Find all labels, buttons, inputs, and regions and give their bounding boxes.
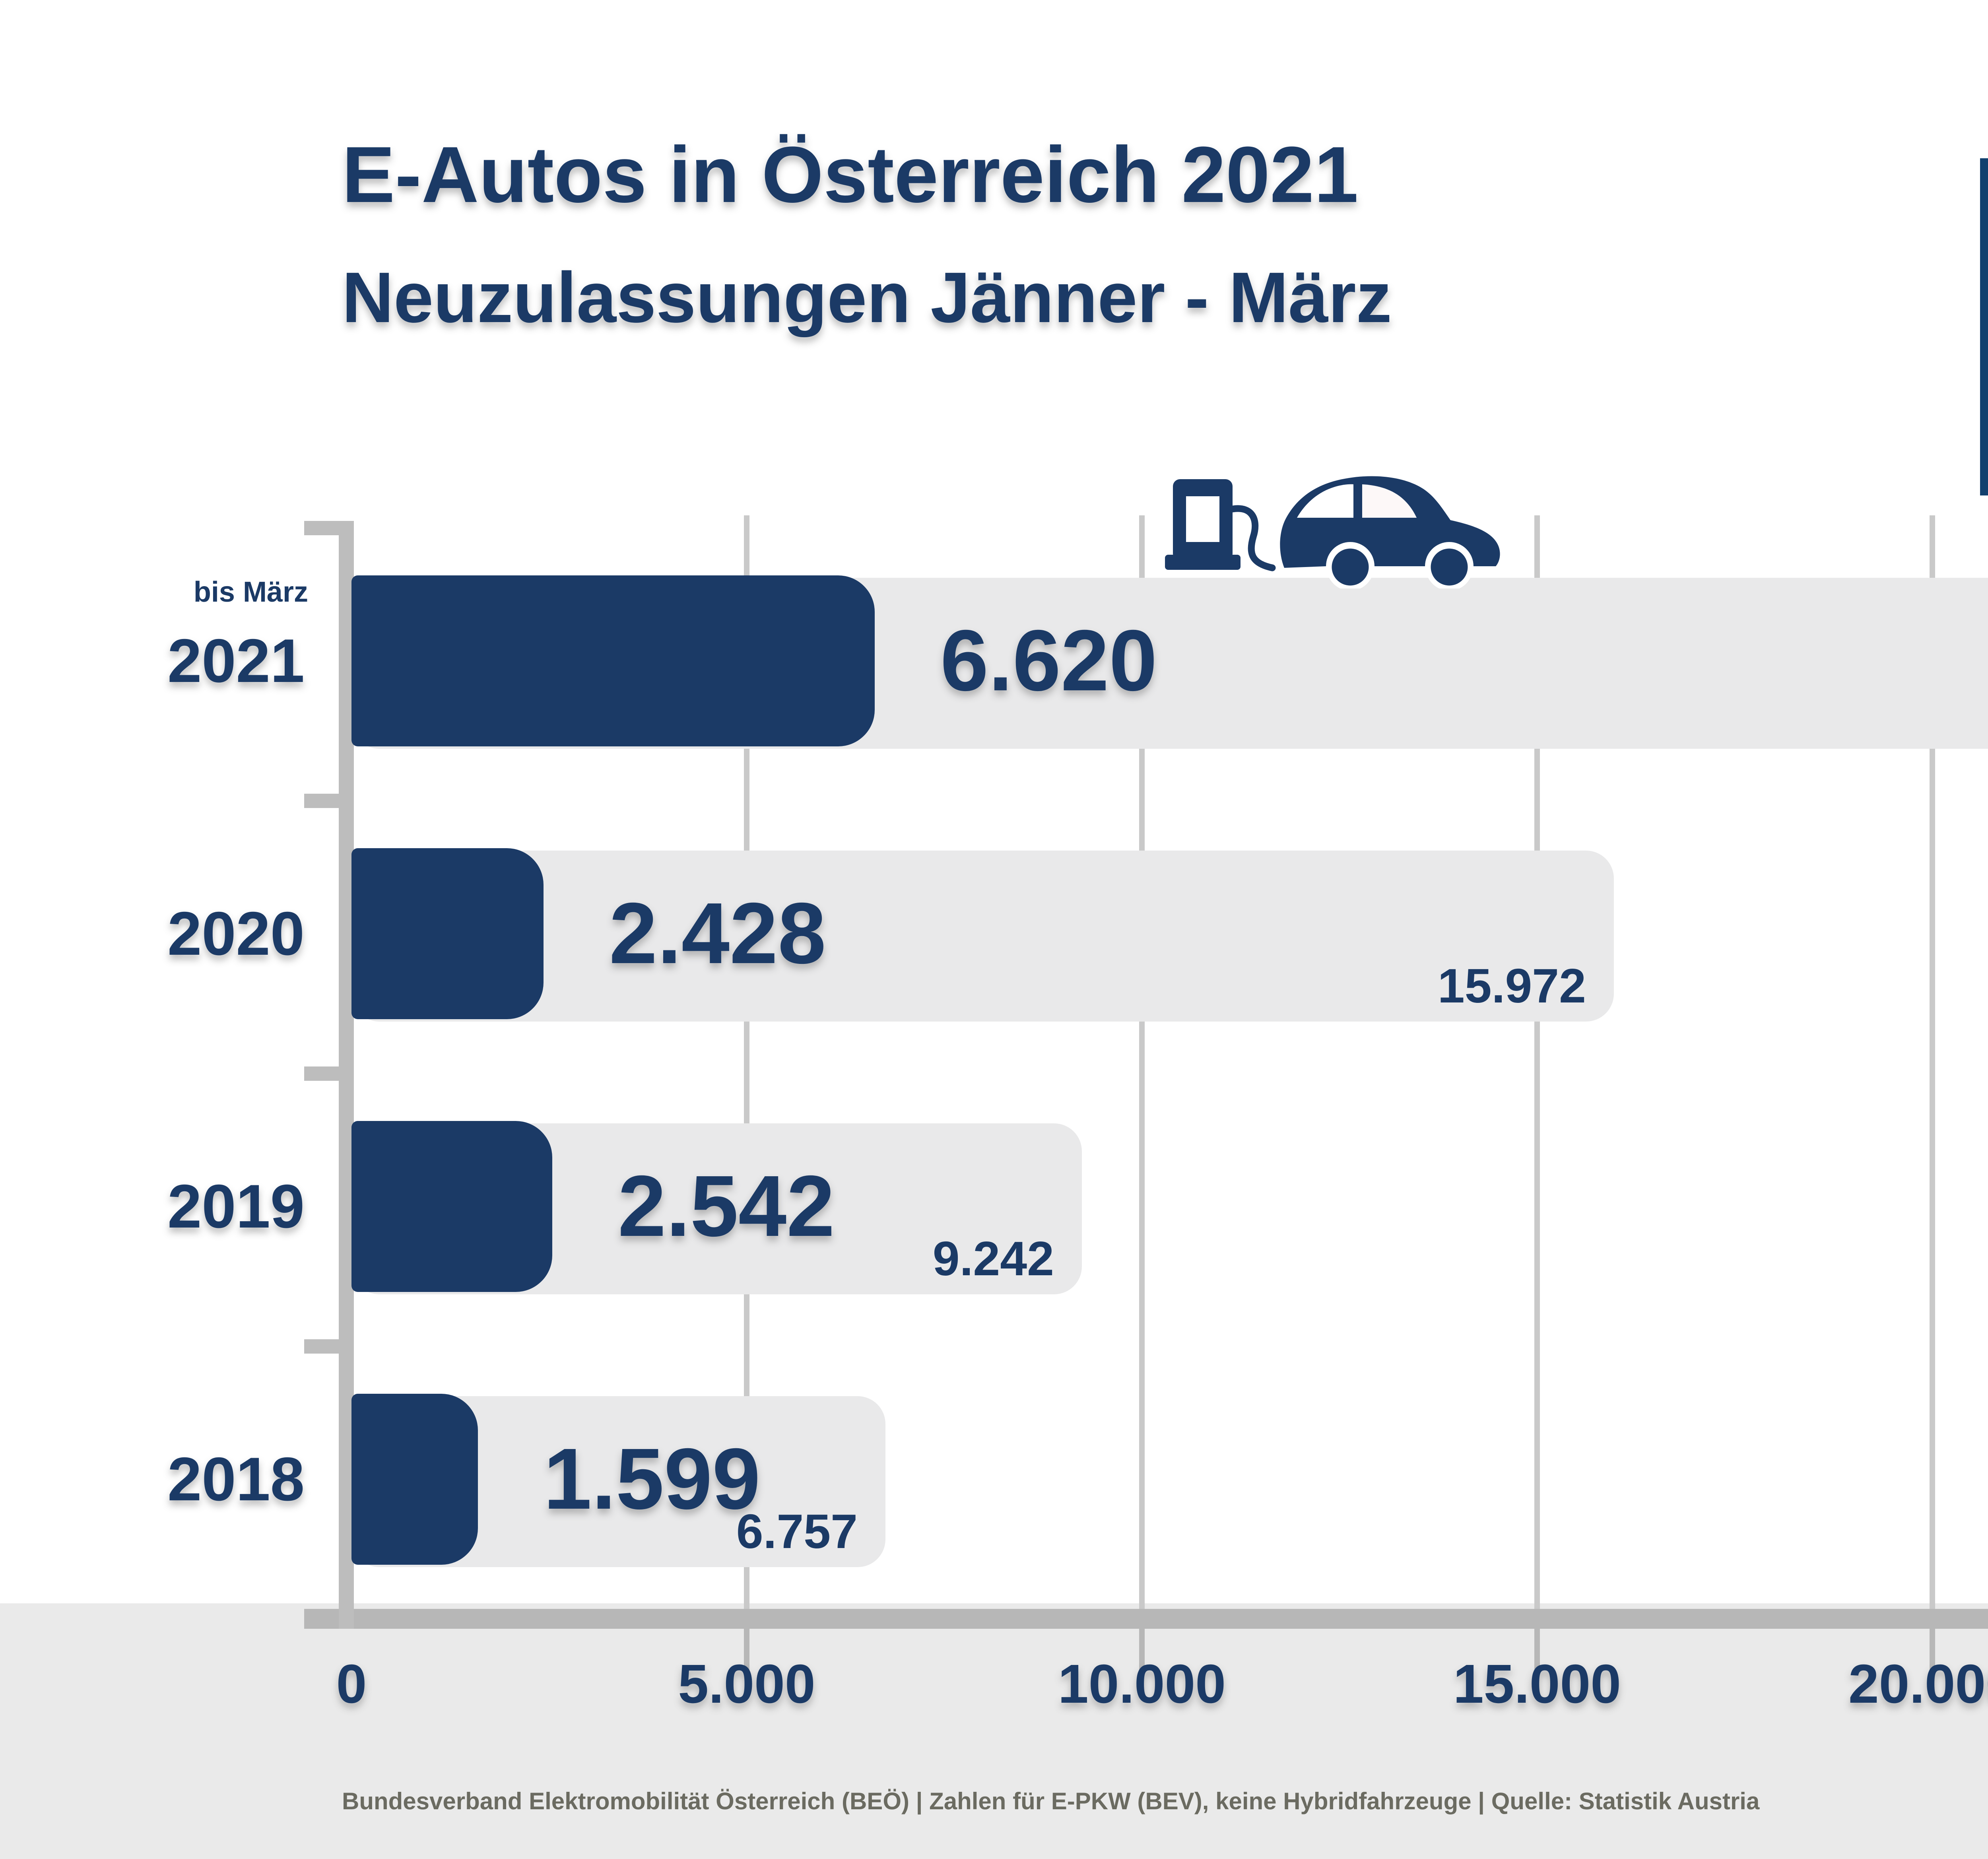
q1-bar-2021 xyxy=(351,575,875,746)
x-tick-label: 20.000 xyxy=(1848,1653,1988,1715)
total-value-label: 6.757 xyxy=(736,1504,858,1558)
x-axis-line xyxy=(304,1609,1988,1629)
source-note: Bundesverband Elektromobilität Österreic… xyxy=(342,1788,1760,1814)
x-axis-tick xyxy=(1139,1629,1145,1673)
y-axis-tick xyxy=(304,794,339,808)
year-note: bis März xyxy=(193,576,308,608)
x-tick-label: 0 xyxy=(336,1653,367,1715)
footer-band xyxy=(0,1603,1988,1859)
y-axis-line xyxy=(339,521,354,1629)
total-value-label: 15.972 xyxy=(1437,959,1586,1013)
year-label: 2018 xyxy=(167,1445,305,1513)
y-axis-tick xyxy=(304,1066,339,1081)
q1-bar-2020 xyxy=(351,848,544,1019)
x-axis-tick xyxy=(1930,1629,1935,1673)
gridline xyxy=(744,515,749,1609)
car-rear-window xyxy=(1362,484,1417,518)
gridline xyxy=(1534,515,1540,1609)
q1-value-label: 6.620 xyxy=(940,612,1157,709)
y-axis-tick xyxy=(304,521,339,535)
car-front-window xyxy=(1297,484,1353,518)
q1-bar-2018 xyxy=(351,1394,478,1565)
total-value-label: 9.242 xyxy=(932,1232,1054,1286)
q1-bar-2019 xyxy=(351,1121,552,1292)
x-axis-tick xyxy=(1534,1629,1540,1673)
year-label: 2019 xyxy=(167,1172,305,1241)
x-tick-label: 15.000 xyxy=(1453,1653,1621,1715)
charging-station-icon xyxy=(1165,479,1276,571)
year-label: 2020 xyxy=(167,899,305,968)
gridline xyxy=(1139,515,1145,1609)
year-label: 2021 xyxy=(167,626,305,695)
gridline xyxy=(1930,515,1935,1609)
y-axis-tick xyxy=(304,1339,339,1354)
x-axis-tick xyxy=(744,1629,749,1673)
page-subtitle: Neuzulassungen Jänner - März xyxy=(342,258,1392,338)
page-title: E-Autos in Österreich 2021 xyxy=(342,130,1359,219)
total-bar-2020 xyxy=(351,851,1614,1022)
beo-logo: BEO xyxy=(1980,158,1988,495)
ev-charging-car-icon xyxy=(1165,476,1500,589)
charging-cable xyxy=(1229,505,1276,571)
x-tick-label: 10.000 xyxy=(1058,1653,1226,1715)
car-wheel-icon xyxy=(1425,543,1473,589)
car-wheel-icon xyxy=(1326,543,1374,589)
q1-value-label: 2.542 xyxy=(618,1158,835,1255)
q1-value-label: 2.428 xyxy=(609,885,826,982)
q1-value-label: 1.599 xyxy=(544,1431,761,1527)
car-silhouette-icon xyxy=(1280,476,1500,589)
x-tick-label: 5.000 xyxy=(678,1653,815,1715)
